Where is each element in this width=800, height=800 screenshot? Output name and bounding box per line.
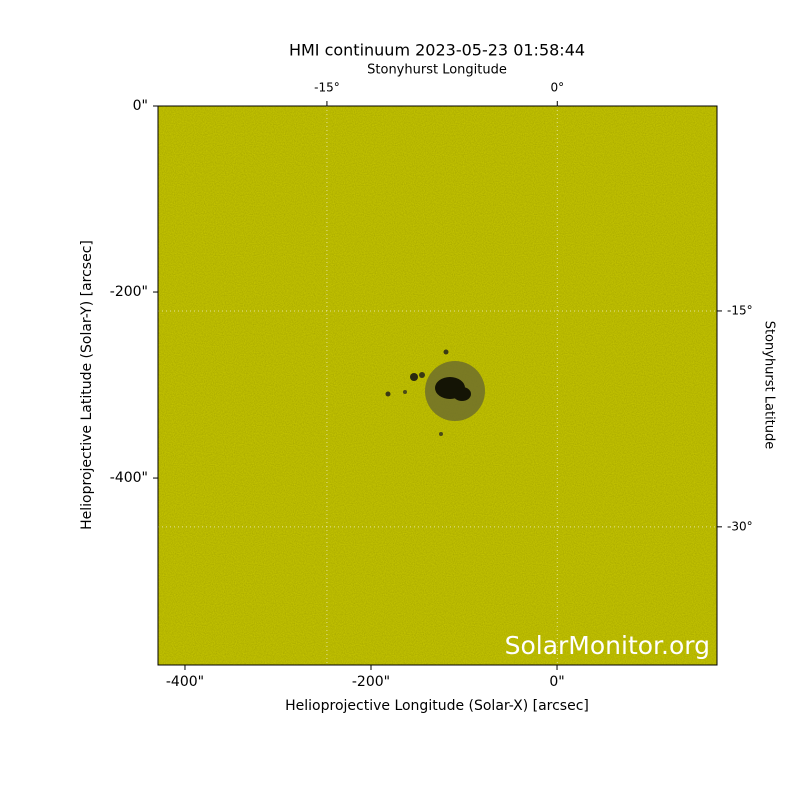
pore: [439, 432, 443, 436]
x-tick-label: -200": [352, 674, 390, 690]
y-tick-label: -200": [110, 284, 148, 300]
pore: [403, 390, 407, 394]
sunspot: [385, 349, 485, 436]
y-tick-label: -400": [110, 470, 148, 486]
axes-frame: [157, 105, 718, 666]
y2-tick-label: -30°: [727, 519, 753, 533]
y2-tick-label: -15°: [727, 303, 753, 317]
y2-axis-label: Stonyhurst Latitude: [762, 321, 777, 450]
umbra: [453, 387, 471, 401]
x-tick-label: -400": [166, 674, 204, 690]
x2-tick-label: 0°: [550, 81, 564, 95]
x-axis-label: Helioprojective Longitude (Solar-X) [arc…: [285, 698, 589, 714]
pore: [419, 372, 425, 378]
pore: [410, 373, 418, 381]
x2-tick-label: -15°: [314, 81, 340, 95]
x2-axis-label: Stonyhurst Longitude: [367, 63, 507, 78]
pore: [443, 349, 449, 355]
watermark: SolarMonitor.org: [505, 631, 710, 660]
chart-title: HMI continuum 2023-05-23 01:58:44: [289, 41, 585, 60]
x-tick-label: 0": [549, 674, 564, 690]
y-tick-label: 0": [133, 98, 148, 114]
pore: [385, 391, 391, 397]
y-axis-label: Helioprojective Latitude (Solar-Y) [arcs…: [79, 240, 95, 530]
